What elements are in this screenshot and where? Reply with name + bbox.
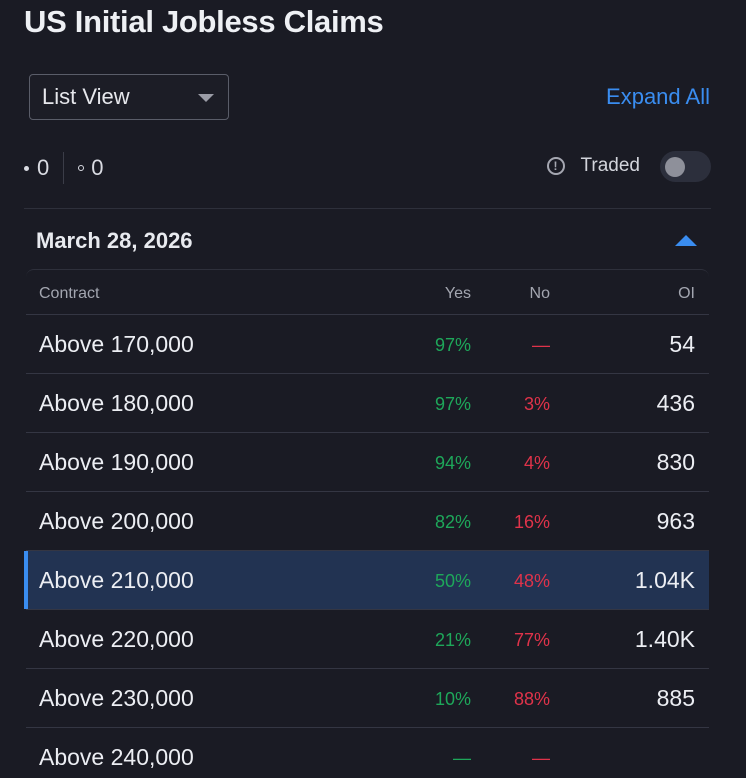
no-price[interactable]: — xyxy=(532,748,550,768)
open-interest: 1.04K xyxy=(634,567,695,593)
contracts-table: Contract Yes No OI Above 170,000 97% — 5… xyxy=(24,269,709,778)
open-count: 0 xyxy=(91,155,104,180)
table-header: Contract Yes No OI xyxy=(26,270,709,315)
yes-price[interactable]: 50% xyxy=(434,571,471,591)
open-interest: 54 xyxy=(669,331,695,357)
page-title: US Initial Jobless Claims xyxy=(24,4,384,39)
contract-name: Above 200,000 xyxy=(39,508,194,534)
open-interest: 963 xyxy=(656,508,695,534)
toggle-knob xyxy=(665,156,685,177)
filled-dot-icon xyxy=(24,165,29,171)
open-interest: 885 xyxy=(656,685,695,711)
column-header-yes: Yes xyxy=(444,285,471,302)
table-row[interactable]: Above 210,000 50% 48% 1.04K xyxy=(24,551,709,610)
contract-name: Above 180,000 xyxy=(39,390,194,416)
date-group-header[interactable]: March 28, 2026 xyxy=(24,209,711,269)
no-price[interactable]: 16% xyxy=(513,512,550,532)
view-select-value: List View xyxy=(42,84,130,109)
table-row[interactable]: Above 170,000 97% — 54 xyxy=(26,315,709,374)
table-row[interactable]: Above 220,000 21% 77% 1.40K xyxy=(26,610,709,669)
info-icon[interactable]: ! xyxy=(546,157,565,175)
group-date: March 28, 2026 xyxy=(36,228,193,253)
contract-name: Above 240,000 xyxy=(39,744,194,770)
yes-price[interactable]: 97% xyxy=(434,394,471,414)
open-interest: 436 xyxy=(656,390,695,416)
no-price[interactable]: 88% xyxy=(513,689,550,709)
yes-price[interactable]: 94% xyxy=(434,453,471,473)
table-row[interactable]: Above 200,000 82% 16% 963 xyxy=(26,492,709,551)
no-price[interactable]: 3% xyxy=(523,394,550,414)
contract-name: Above 170,000 xyxy=(39,331,194,357)
chevron-down-icon xyxy=(198,94,214,102)
open-dot-icon xyxy=(78,165,85,171)
position-counts: 0 0 xyxy=(24,152,104,184)
view-select-dropdown[interactable]: List View xyxy=(29,74,229,120)
table-row[interactable]: Above 230,000 10% 88% 885 xyxy=(26,669,709,728)
table-row[interactable]: Above 190,000 94% 4% 830 xyxy=(26,433,709,492)
table-row[interactable]: Above 180,000 97% 3% 436 xyxy=(26,374,709,433)
traded-label: Traded xyxy=(580,155,641,176)
yes-price[interactable]: 21% xyxy=(434,630,471,650)
contract-name: Above 210,000 xyxy=(39,567,194,593)
column-header-contract: Contract xyxy=(39,285,100,302)
column-header-no: No xyxy=(529,285,550,302)
contract-name: Above 220,000 xyxy=(39,626,194,652)
chevron-up-icon[interactable] xyxy=(675,235,697,246)
column-header-oi: OI xyxy=(678,285,695,302)
traded-toggle[interactable] xyxy=(660,150,711,182)
open-interest: 1.40K xyxy=(634,626,695,652)
section-divider xyxy=(24,208,711,209)
contract-name: Above 230,000 xyxy=(39,685,194,711)
table-row[interactable]: Above 240,000 — — xyxy=(26,728,709,778)
no-price[interactable]: 77% xyxy=(513,630,550,650)
open-interest: 830 xyxy=(656,449,695,475)
yes-price[interactable]: 97% xyxy=(434,335,471,355)
yes-price[interactable]: — xyxy=(453,748,471,768)
contract-name: Above 190,000 xyxy=(39,449,194,475)
no-price[interactable]: 48% xyxy=(513,571,550,591)
no-price[interactable]: 4% xyxy=(523,453,550,473)
yes-price[interactable]: 10% xyxy=(434,689,471,709)
traded-filter: ! Traded xyxy=(546,150,711,182)
counts-divider xyxy=(63,152,65,184)
filled-count: 0 xyxy=(37,155,50,180)
expand-all-link[interactable]: Expand All xyxy=(606,84,710,109)
yes-price[interactable]: 82% xyxy=(434,512,471,532)
no-price[interactable]: — xyxy=(532,335,550,355)
